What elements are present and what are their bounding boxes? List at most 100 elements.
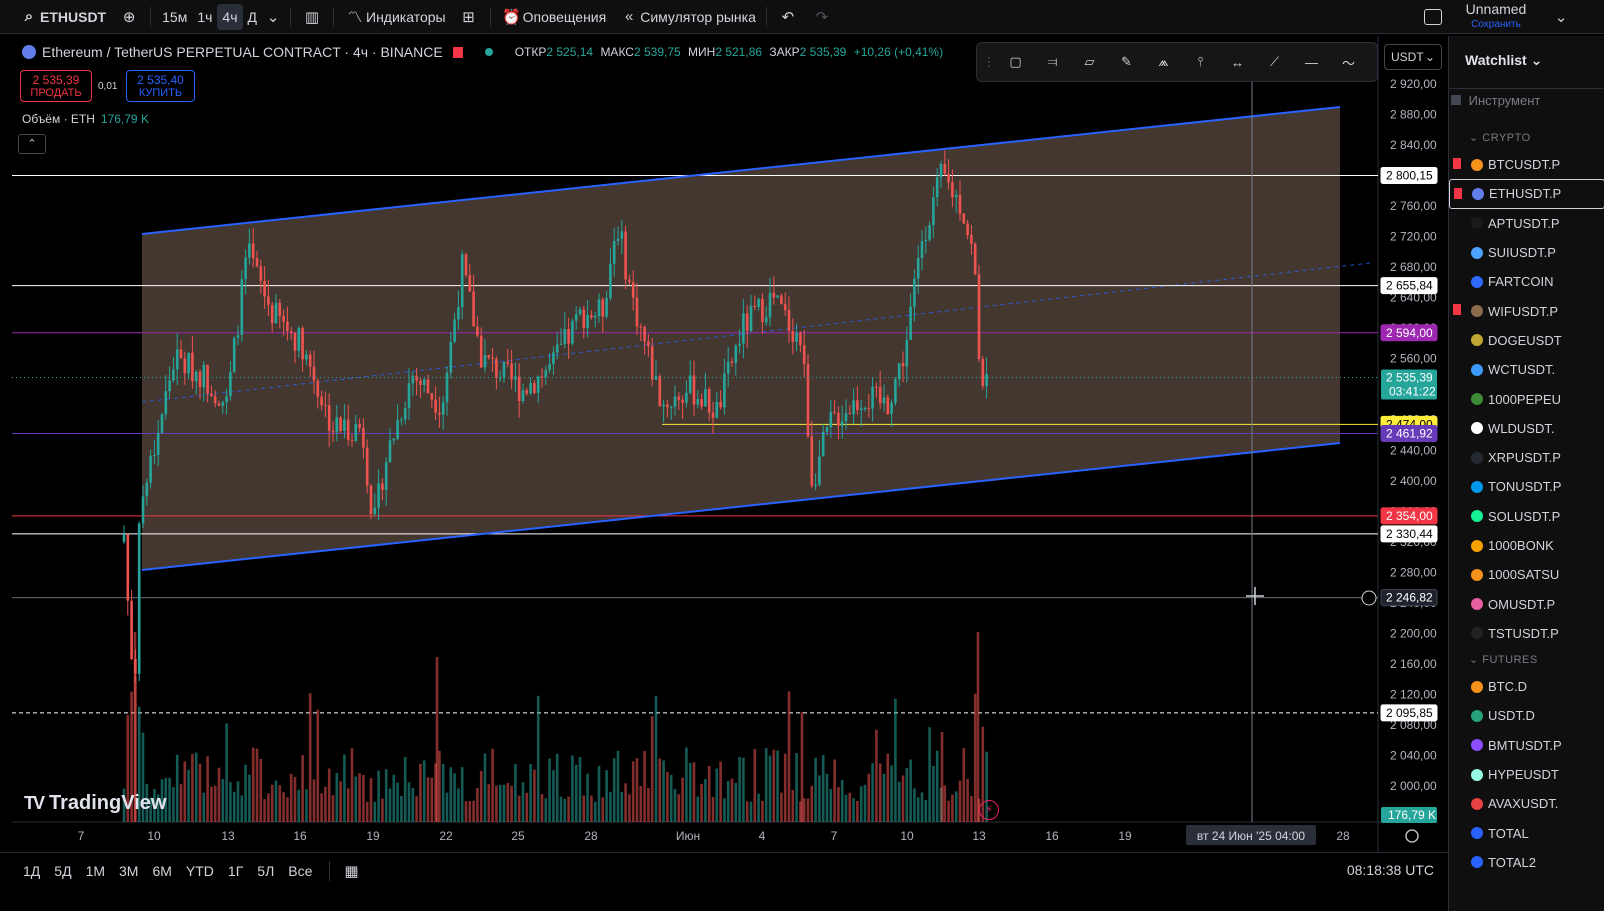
- rectangle-tool-icon[interactable]: ▢: [1009, 54, 1022, 69]
- watchlist-item[interactable]: TOTAL: [1449, 819, 1604, 848]
- collapse-legend-button[interactable]: ⌃: [18, 134, 46, 154]
- price-level-badge[interactable]: [1380, 525, 1438, 543]
- channel-fill[interactable]: [142, 107, 1340, 570]
- watchlist-section-crypto[interactable]: ⌄ CRYPTO: [1469, 132, 1531, 144]
- tradingview-logo[interactable]: TV TradingView: [24, 792, 166, 815]
- chart-canvas[interactable]: 2 920,002 880,002 840,002 800,002 760,00…: [12, 36, 1438, 852]
- watchlist-item[interactable]: HYPEUSDT: [1449, 760, 1604, 789]
- price-level-badge[interactable]: [1380, 166, 1438, 184]
- watchlist-title[interactable]: Watchlist ⌄: [1465, 52, 1542, 69]
- current-price-badge[interactable]: [1381, 369, 1437, 400]
- range-5d[interactable]: 5Д: [54, 862, 72, 879]
- range-5y[interactable]: 5Л: [257, 862, 275, 879]
- lightning-icon[interactable]: ⚡: [979, 800, 999, 820]
- pattern-tool-icon[interactable]: ⩕: [1158, 54, 1169, 69]
- watchlist-item[interactable]: WCTUSDT.: [1449, 355, 1604, 384]
- flag-icon[interactable]: [1454, 188, 1462, 200]
- select-all-checkbox[interactable]: [1451, 95, 1461, 105]
- horizontal-line-icon[interactable]: —: [1305, 54, 1318, 70]
- price-level-badge[interactable]: [1380, 324, 1438, 342]
- parallel-channel-icon[interactable]: ▱: [1084, 54, 1095, 69]
- watchlist-item[interactable]: OMUSDT.P: [1449, 589, 1604, 618]
- watchlist-item[interactable]: APTUSDT.P: [1449, 209, 1604, 238]
- flag-icon[interactable]: [1453, 158, 1461, 169]
- divider: [329, 860, 331, 881]
- undo-button[interactable]: ↶: [771, 0, 805, 34]
- interval-1h[interactable]: 1ч: [197, 8, 213, 25]
- watchlist-item[interactable]: XRPUSDT.P: [1449, 443, 1604, 472]
- indicators-button[interactable]: 〽 Индикаторы: [338, 0, 452, 34]
- candle-body: [422, 379, 426, 385]
- candle-body: [289, 331, 293, 333]
- watchlist-item[interactable]: 1000BONK: [1449, 531, 1604, 560]
- path-tool-icon[interactable]: 〜: [1341, 55, 1355, 71]
- buy-button[interactable]: 2 535,40 КУПИТЬ: [126, 70, 195, 102]
- fib-tool-icon[interactable]: ⫤: [1047, 54, 1058, 69]
- chart-pane[interactable]: 2 920,002 880,002 840,002 800,002 760,00…: [12, 36, 1442, 852]
- layout-menu-button[interactable]: ⌄: [1544, 0, 1604, 34]
- range-1y[interactable]: 1Г: [227, 862, 244, 879]
- range-3m[interactable]: 3М: [119, 862, 139, 879]
- interval-15m[interactable]: 15м: [162, 8, 188, 25]
- legend-title[interactable]: Ethereum / TetherUS PERPETUAL CONTRACT ·…: [42, 44, 443, 60]
- range-6m[interactable]: 6М: [152, 862, 172, 879]
- watchlist-item[interactable]: USDT.D: [1449, 701, 1604, 730]
- watchlist-item[interactable]: BTCUSDT.P: [1449, 150, 1604, 179]
- currency-select[interactable]: USDT ⌄: [1384, 44, 1442, 70]
- calendar-icon[interactable]: ▦: [344, 862, 359, 880]
- interval-4h[interactable]: 4ч: [217, 3, 243, 30]
- channel-lower-line[interactable]: [141, 442, 1341, 571]
- watchlist-item[interactable]: WLDUSDT.: [1449, 414, 1604, 443]
- price-level-badge[interactable]: [1380, 277, 1438, 295]
- range-1m[interactable]: 1М: [85, 862, 106, 879]
- volume-bar: [856, 800, 859, 822]
- range-1d[interactable]: 1Д: [23, 862, 41, 879]
- range-all[interactable]: Все: [288, 862, 313, 879]
- watchlist-item[interactable]: DOGEUSDT: [1449, 326, 1604, 355]
- flag-icon[interactable]: [452, 46, 463, 58]
- watchlist-item[interactable]: WIFUSDT.P: [1449, 296, 1604, 325]
- chart-type-button[interactable]: ▥: [295, 0, 329, 34]
- symbol-search-button[interactable]: ⌕ ETHUSDT: [0, 0, 112, 34]
- watchlist-item[interactable]: 1000SATSU: [1449, 560, 1604, 589]
- candle-body: [582, 309, 586, 329]
- drag-handle-icon[interactable]: ⋮: [982, 54, 996, 69]
- watchlist-item[interactable]: BTC.D: [1449, 672, 1604, 701]
- chevron-down-icon[interactable]: ⌄: [266, 8, 280, 26]
- price-level-badge[interactable]: [1380, 589, 1438, 607]
- watchlist-item[interactable]: BMTUSDT.P: [1449, 731, 1604, 760]
- layout-name-button[interactable]: Unnamed Сохранить: [1448, 0, 1544, 34]
- add-alert-plus-icon[interactable]: [1361, 590, 1377, 606]
- projection-tool-icon[interactable]: ⫯: [1197, 54, 1204, 69]
- watchlist-item[interactable]: SUIUSDT.P: [1449, 238, 1604, 267]
- redo-button[interactable]: ↷: [805, 0, 839, 34]
- watchlist-item[interactable]: TONUSDT.P: [1449, 472, 1604, 501]
- price-level-badge[interactable]: [1380, 704, 1438, 722]
- interval-1d[interactable]: Д: [247, 8, 257, 25]
- templates-button[interactable]: ⊞: [452, 0, 486, 34]
- trend-line-icon[interactable]: ⟋: [1269, 54, 1280, 69]
- channel-upper-line[interactable]: [141, 106, 1341, 235]
- measure-tool-icon[interactable]: ↔: [1231, 54, 1244, 70]
- volume-bar: [517, 795, 521, 822]
- alerts-button[interactable]: ⏰ Оповещения: [495, 0, 613, 34]
- sell-button[interactable]: 2 535,39 ПРОДАТЬ: [20, 70, 92, 102]
- price-level-badge[interactable]: [1380, 507, 1438, 525]
- watchlist-item[interactable]: TOTAL2: [1449, 848, 1604, 877]
- settings-gear-icon[interactable]: [1405, 829, 1419, 843]
- layout-toggle-button[interactable]: [1418, 0, 1448, 34]
- watchlist-section-futures[interactable]: ⌄ FUTURES: [1469, 654, 1538, 667]
- utc-clock[interactable]: 08:18:38 UTC: [1346, 862, 1434, 878]
- watchlist-item[interactable]: ETHUSDT.P: [1449, 179, 1604, 209]
- watchlist-item[interactable]: FARTCOIN: [1449, 267, 1604, 296]
- watchlist-item[interactable]: TSTUSDT.P: [1449, 619, 1604, 648]
- flag-icon[interactable]: [1453, 304, 1461, 316]
- compare-symbol-button[interactable]: ⊕: [112, 0, 146, 34]
- watchlist-item[interactable]: 1000PEPEU: [1449, 384, 1604, 413]
- watchlist-item[interactable]: AVAXUSDT.: [1449, 789, 1604, 818]
- price-level-badge[interactable]: [1380, 425, 1438, 443]
- replay-button[interactable]: « Симулятор рынка: [612, 0, 762, 34]
- watchlist-item[interactable]: SOLUSDT.P: [1449, 502, 1604, 531]
- pen-tool-icon[interactable]: ✎: [1121, 54, 1132, 69]
- range-ytd[interactable]: YTD: [185, 862, 214, 879]
